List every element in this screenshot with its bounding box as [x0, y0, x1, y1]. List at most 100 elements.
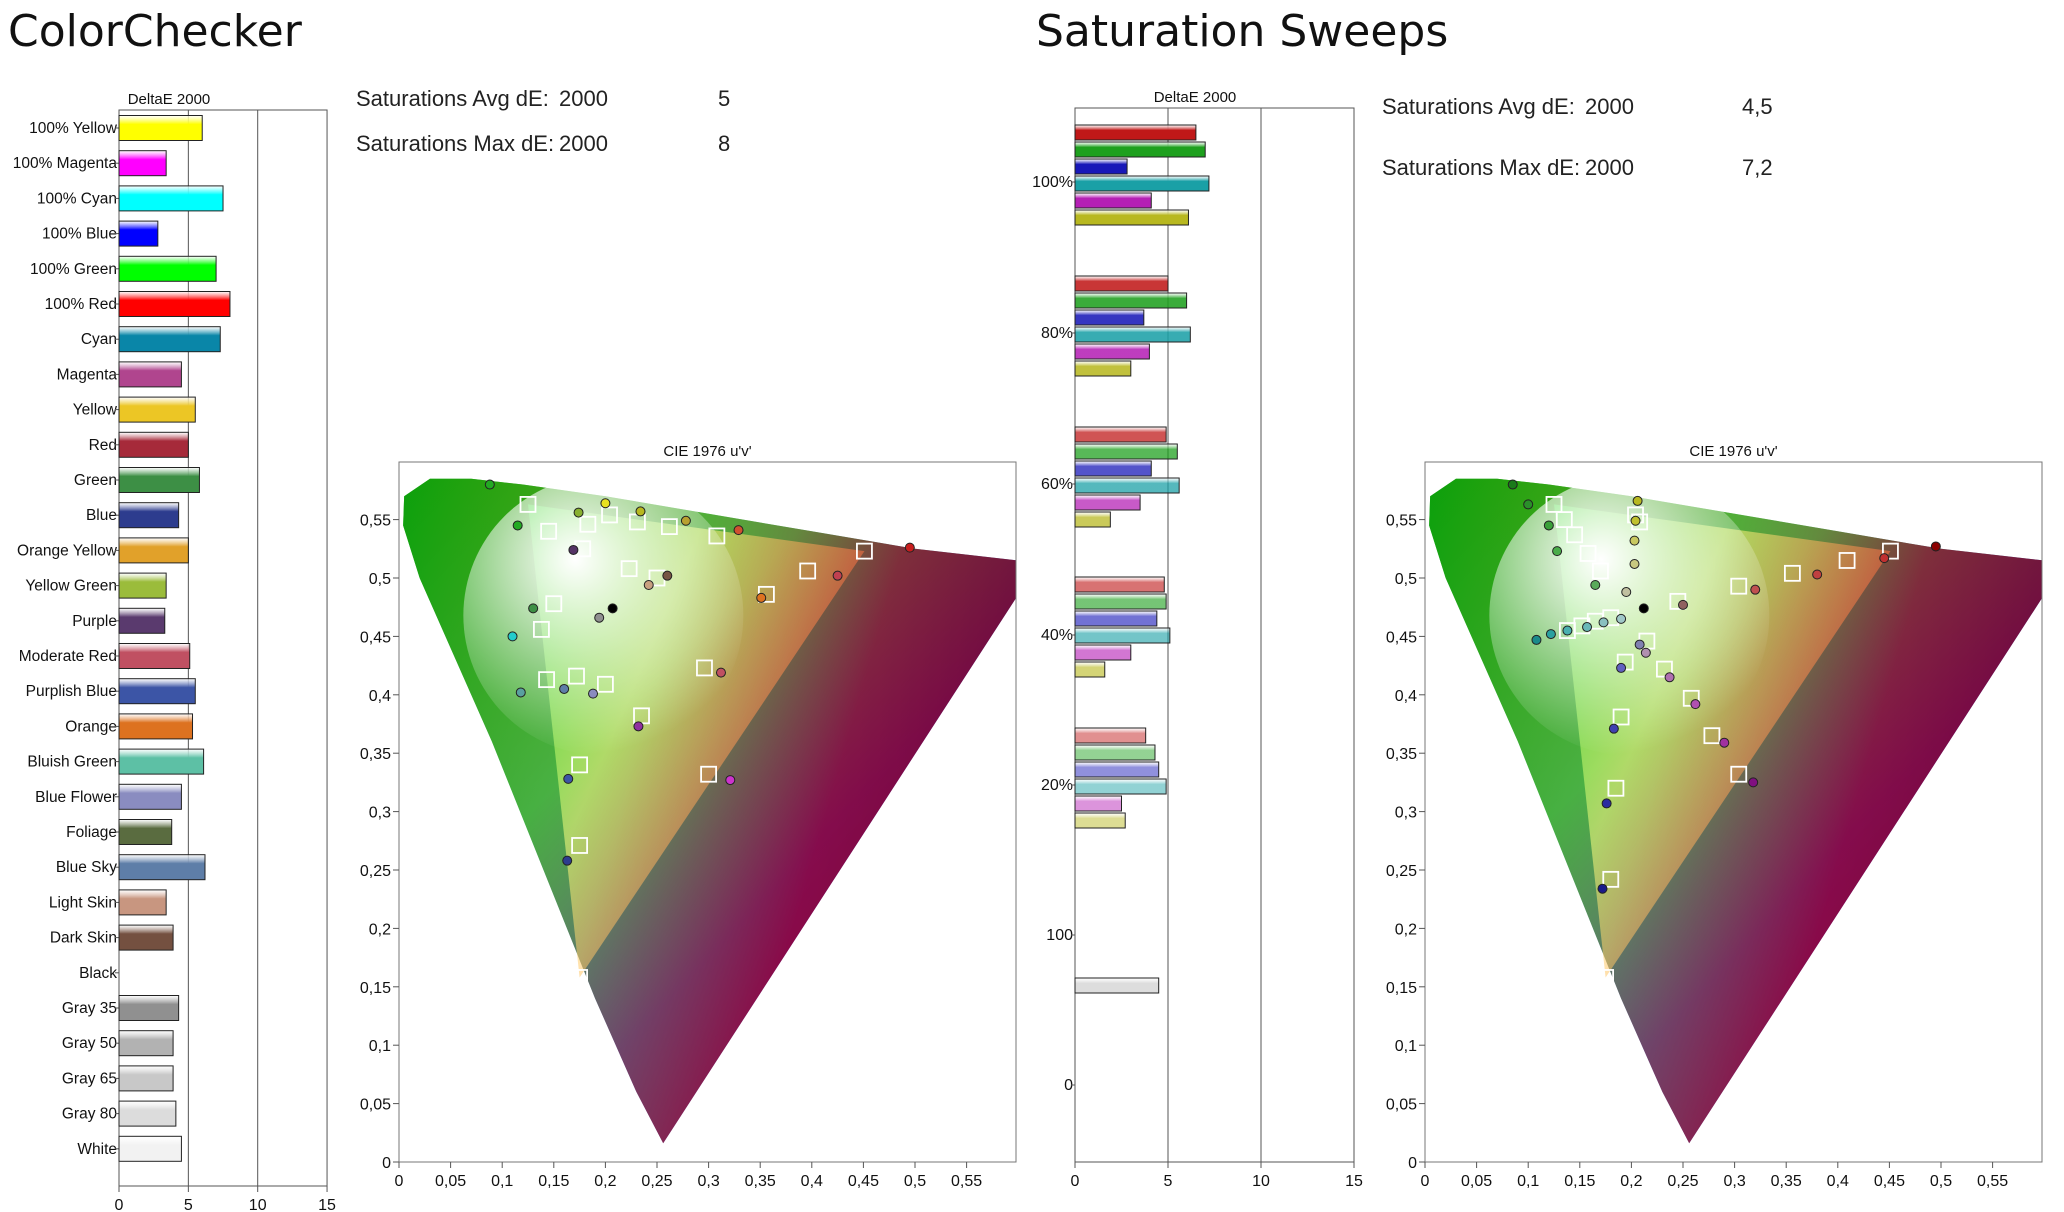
target-square	[571, 756, 588, 774]
measured-point	[680, 515, 691, 526]
y-tick-label: 0,5	[369, 571, 391, 588]
target-square	[1730, 577, 1748, 595]
target-square	[571, 969, 588, 986]
stat-avg-value-right: 4,5	[1742, 94, 1773, 119]
x-tick-label: 10	[249, 1197, 267, 1212]
measured-point	[1590, 580, 1601, 591]
category-label: Blue	[86, 507, 117, 524]
measured-point	[832, 570, 843, 581]
target-square	[856, 542, 873, 560]
target-square	[700, 765, 717, 783]
bar	[1074, 778, 1167, 795]
measured-point	[568, 544, 579, 555]
y-tick-label: 0,4	[1395, 688, 1417, 705]
group-label: 100	[1046, 927, 1073, 944]
measured-point	[1630, 515, 1641, 526]
target-square	[1838, 552, 1856, 569]
category-label: 100% Magenta	[13, 155, 118, 172]
bar	[118, 431, 189, 458]
stat-max-value-right: 7,2	[1742, 155, 1773, 180]
target-square	[1730, 765, 1748, 783]
cie-title: CIE 1976 u'v'	[1689, 443, 1777, 460]
whitepoint-glow	[1489, 475, 1770, 756]
measured-point	[607, 603, 618, 614]
bar	[1074, 124, 1197, 141]
x-tick-label: 0	[115, 1197, 124, 1212]
target-square	[597, 675, 614, 693]
x-tick-label: 0	[1071, 1173, 1080, 1190]
category-label: 100% Yellow	[29, 120, 118, 137]
y-tick-label: 0	[1408, 1155, 1417, 1172]
bar	[118, 326, 221, 353]
target-square	[519, 496, 537, 513]
x-tick-label: 15	[318, 1197, 336, 1212]
stat-avg-label-left: Saturations Avg dE:	[356, 86, 549, 111]
group-label: 80%	[1041, 325, 1073, 342]
measured-point	[1629, 535, 1640, 546]
bar	[118, 115, 203, 141]
bar	[1074, 460, 1152, 477]
category-label: 100% Blue	[42, 226, 117, 243]
bar	[118, 748, 205, 775]
category-label: Purplish Blue	[26, 683, 117, 700]
target-square	[1579, 545, 1597, 562]
target-square	[579, 515, 597, 533]
measured-point	[600, 498, 611, 509]
bar	[118, 396, 196, 423]
category-label: Cyan	[81, 331, 117, 348]
x-tick-label: 0,15	[1564, 1173, 1595, 1190]
target-square	[601, 506, 618, 524]
stat-max-label-left: Saturations Max dE:	[356, 131, 555, 156]
measured-point	[1748, 777, 1759, 788]
measured-point	[633, 721, 644, 732]
measured-point	[1523, 499, 1534, 510]
bar	[118, 150, 167, 177]
category-label: Dark Skin	[50, 930, 117, 947]
cie-plot-area	[1429, 475, 2042, 1144]
category-label: 100% Green	[30, 261, 117, 278]
measured-point	[512, 520, 523, 531]
measured-point	[1608, 723, 1619, 734]
target-square	[1592, 562, 1609, 580]
bar	[1074, 477, 1180, 494]
bar	[118, 854, 206, 881]
bar	[118, 889, 167, 916]
measured-point	[1582, 622, 1593, 633]
target-square	[708, 527, 726, 545]
bar	[118, 291, 231, 317]
measured-point	[1601, 798, 1612, 809]
category-label: Purple	[72, 613, 117, 630]
bar	[118, 819, 173, 845]
stat-avg-value-left: 5	[718, 86, 731, 111]
bar	[1074, 812, 1126, 829]
category-label: Gray 50	[62, 1035, 118, 1052]
bar	[118, 185, 224, 212]
x-tick-label: 0,25	[1667, 1173, 1698, 1190]
category-label: White	[77, 1141, 117, 1158]
bar	[1074, 326, 1191, 343]
stat-max-metric-left: 2000	[559, 131, 608, 156]
y-tick-label: 0,25	[360, 863, 391, 880]
measured-point	[507, 631, 518, 642]
bar	[1074, 511, 1111, 528]
bar	[118, 255, 217, 282]
measured-point	[1719, 737, 1730, 748]
stat-avg-metric-right: 2000	[1585, 94, 1634, 119]
bar	[1074, 158, 1128, 175]
x-tick-label: 0,1	[491, 1173, 513, 1190]
bar	[1074, 593, 1167, 610]
category-label: Moderate Red	[19, 648, 117, 665]
bar	[1074, 744, 1156, 761]
bar	[118, 783, 182, 810]
x-tick-label: 0,3	[697, 1173, 719, 1190]
target-square	[1555, 511, 1573, 528]
target-square	[1566, 526, 1584, 544]
bar-chart-title: DeltaE 2000	[128, 91, 211, 108]
bar	[118, 995, 180, 1021]
measured-point	[563, 773, 574, 784]
y-tick-label: 0,35	[1386, 746, 1417, 763]
target-square	[1783, 564, 1801, 582]
category-label: Yellow Green	[25, 578, 117, 595]
bar	[118, 1100, 177, 1127]
bar	[118, 502, 180, 529]
